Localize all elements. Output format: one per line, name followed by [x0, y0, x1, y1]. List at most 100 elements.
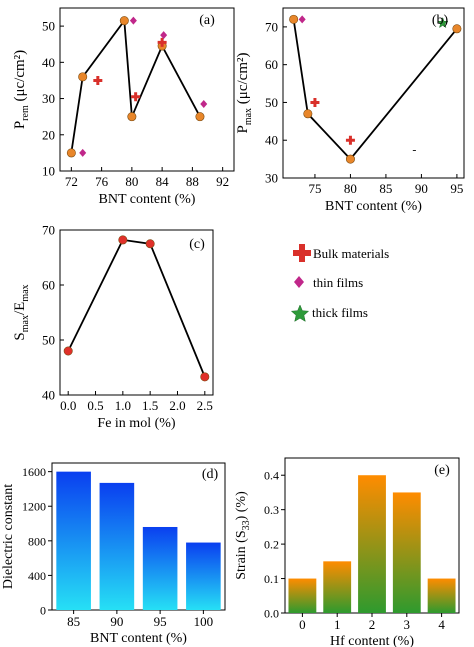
- x-tick-label: 84: [156, 174, 170, 189]
- x-axis-label: Fe in mol (%): [97, 416, 175, 431]
- x-axis-label: BNT content (%): [99, 192, 196, 207]
- y-tick-label: 0.2: [264, 538, 279, 552]
- legend-item-thick: thick films: [290, 304, 368, 322]
- plus-marker: [310, 97, 320, 107]
- panel-label: (a): [199, 13, 215, 28]
- x-tick-label: 0.0: [60, 398, 76, 413]
- chart-panel-d: 0 400 800 1200 1600 85 90 95 100 BNT content (%) D…: [1, 462, 226, 646]
- circle-marker: [195, 112, 205, 122]
- x-axis-label: Hf content (%): [330, 634, 414, 647]
- legend-item-bulk: Bulk materials: [293, 244, 389, 262]
- x-tick-label: 90: [415, 181, 428, 196]
- bar: [392, 492, 421, 613]
- dash-mark: -: [412, 142, 416, 156]
- plus-marker: [157, 37, 167, 47]
- bar: [99, 482, 135, 610]
- diamond-marker: [200, 99, 208, 108]
- panel-label: (d): [202, 467, 219, 482]
- x-tick-label: 95: [154, 614, 167, 629]
- x-tick-label: 90: [110, 614, 123, 629]
- circle-marker: [127, 112, 137, 122]
- x-tick-label: 2.5: [197, 398, 213, 413]
- x-tick-label: 76: [95, 174, 109, 189]
- bar: [186, 542, 221, 610]
- y-tick-label: 70: [42, 223, 55, 238]
- series-line: [70, 18, 201, 154]
- y-tick-label: 40: [265, 133, 278, 148]
- x-tick-label: 0: [299, 617, 306, 632]
- y-tick-label: 20: [42, 127, 55, 142]
- x-tick-label: 72: [65, 174, 78, 189]
- circle-marker: [303, 109, 313, 119]
- y-axis-label: Prem (μc/cm²): [12, 50, 31, 129]
- diamond-marker: [129, 16, 137, 25]
- y-axis-label: Pmax (μc/cm²): [235, 53, 254, 134]
- x-tick-label: 1.5: [142, 398, 158, 413]
- y-tick-label: 40: [42, 55, 55, 70]
- plot-frame: [59, 229, 214, 396]
- panel-label: (e): [434, 463, 450, 478]
- circle-marker: [63, 346, 73, 356]
- series-line: [67, 238, 206, 378]
- legend-label-thick: thick films: [312, 305, 368, 320]
- circle-marker: [145, 239, 155, 249]
- plus-marker: [293, 244, 311, 262]
- y-tick-label: 10: [42, 164, 55, 179]
- y-axis-label: Smax/Emax: [12, 284, 31, 340]
- bar: [56, 471, 91, 610]
- y-tick-label: 800: [28, 534, 46, 548]
- chart-panel-c: 0.0 0.5 1.0 1.5 2.0 2.5 40 50 60 70 Fe in mol (%) S…: [12, 223, 214, 431]
- plus-marker: [93, 75, 103, 85]
- plus-marker: [131, 92, 141, 102]
- x-tick-label: 85: [67, 614, 80, 629]
- y-tick-label: 0.4: [264, 469, 279, 483]
- x-tick-label: 1: [334, 617, 341, 632]
- star-marker: [436, 16, 449, 29]
- x-tick-label: 0.5: [87, 398, 103, 413]
- circle-marker: [66, 148, 76, 158]
- x-tick-label: 95: [450, 181, 463, 196]
- y-tick-label: 30: [265, 171, 278, 186]
- y-tick-label: 50: [42, 333, 55, 348]
- panel-label: (c): [189, 237, 205, 252]
- circle-marker: [119, 16, 129, 26]
- y-tick-label: 70: [265, 19, 278, 34]
- panel-label: (b): [432, 13, 449, 28]
- legend-label-bulk: Bulk materials: [313, 246, 389, 261]
- y-tick-label: 0: [40, 604, 46, 618]
- bar: [427, 578, 456, 613]
- legend-label-thin: thin films: [313, 275, 363, 290]
- chart-panel-b: 75 80 85 90 95 30 40 50 60 70 - BNT content (%) Pmax…: [235, 7, 465, 214]
- diamond-marker: [298, 15, 306, 24]
- x-axis-label: BNT content (%): [325, 199, 422, 214]
- plot-frame: [59, 7, 235, 172]
- circle-marker: [289, 14, 299, 24]
- diamond-marker: [160, 31, 168, 40]
- circle-marker: [78, 72, 88, 82]
- diamond-marker: [294, 276, 304, 288]
- circle-marker: [200, 372, 210, 382]
- y-axis-label: Strain (S33) (%): [234, 491, 252, 580]
- x-tick-label: 80: [344, 181, 357, 196]
- series-line: [292, 19, 458, 161]
- x-tick-label: 75: [308, 181, 321, 196]
- y-tick-label: 1200: [22, 500, 46, 514]
- y-axis-label: Dielectric constant: [1, 484, 16, 589]
- x-tick-label: 85: [379, 181, 392, 196]
- circle-marker: [452, 24, 462, 34]
- y-tick-label: 60: [42, 278, 55, 293]
- x-tick-label: 88: [186, 174, 199, 189]
- x-tick-label: 100: [194, 614, 214, 629]
- y-tick-label: 30: [42, 91, 55, 106]
- y-tick-label: 0.3: [264, 503, 279, 517]
- y-tick-label: 0.0: [264, 607, 279, 621]
- bar: [142, 526, 178, 610]
- bar: [323, 561, 352, 613]
- plot-frame: [282, 7, 465, 179]
- y-tick-label: 50: [265, 95, 278, 110]
- y-tick-label: 400: [28, 569, 46, 583]
- x-tick-label: 2: [369, 617, 376, 632]
- x-tick-label: 1.0: [115, 398, 131, 413]
- plot-frame: [51, 462, 226, 611]
- plus-marker: [345, 135, 355, 145]
